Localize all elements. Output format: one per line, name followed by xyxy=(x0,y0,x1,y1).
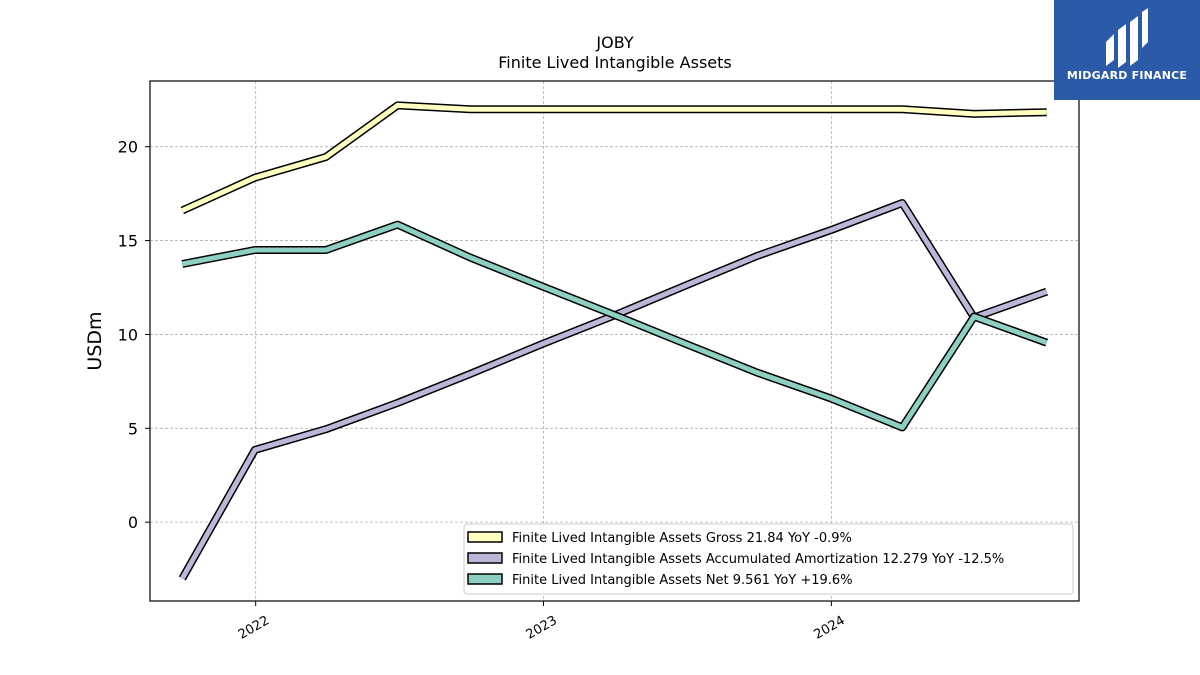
logo-text: MIDGARD FINANCE xyxy=(1066,69,1188,82)
y-tick-label: 5 xyxy=(128,419,138,438)
x-tick-label: 2024 xyxy=(812,613,848,643)
grid-lines xyxy=(150,81,1079,601)
y-axis: 0 5 10 15 20 xyxy=(118,138,150,532)
x-tick-label: 2023 xyxy=(524,613,560,643)
x-axis: 2022 2023 2024 xyxy=(236,601,848,643)
legend-label-2: Finite Lived Intangible Assets Accumulat… xyxy=(512,552,1004,567)
y-tick-label: 15 xyxy=(118,232,138,251)
legend-box xyxy=(463,523,1074,595)
y-tick-label: 10 xyxy=(118,325,138,344)
legend-swatch-1 xyxy=(467,531,503,543)
series-line-3 xyxy=(181,222,1048,430)
legend: Finite Lived Intangible Assets Gross 21.… xyxy=(463,523,1074,595)
x-tick-label: 2022 xyxy=(236,613,272,643)
y-axis-label: USDm xyxy=(84,311,106,370)
plot-frame xyxy=(149,80,1080,602)
y-tick-label: 0 xyxy=(128,513,138,532)
y-tick-label: 20 xyxy=(118,138,138,157)
series-outline-3 xyxy=(181,220,1049,432)
legend-label-1: Finite Lived Intangible Assets Gross 21.… xyxy=(512,531,852,546)
chart-title: JOBY xyxy=(595,33,633,52)
logo-icon xyxy=(1106,8,1148,68)
brand-logo: MIDGARD FINANCE xyxy=(1054,0,1200,100)
chart-subtitle: Finite Lived Intangible Assets xyxy=(498,53,731,72)
legend-swatch-3 xyxy=(467,573,503,585)
series-outline-1 xyxy=(180,101,1047,215)
series-line-1 xyxy=(181,102,1047,213)
series-lines xyxy=(178,101,1049,581)
legend-label-3: Finite Lived Intangible Assets Net 9.561… xyxy=(512,573,853,588)
legend-swatch-2 xyxy=(467,552,503,564)
